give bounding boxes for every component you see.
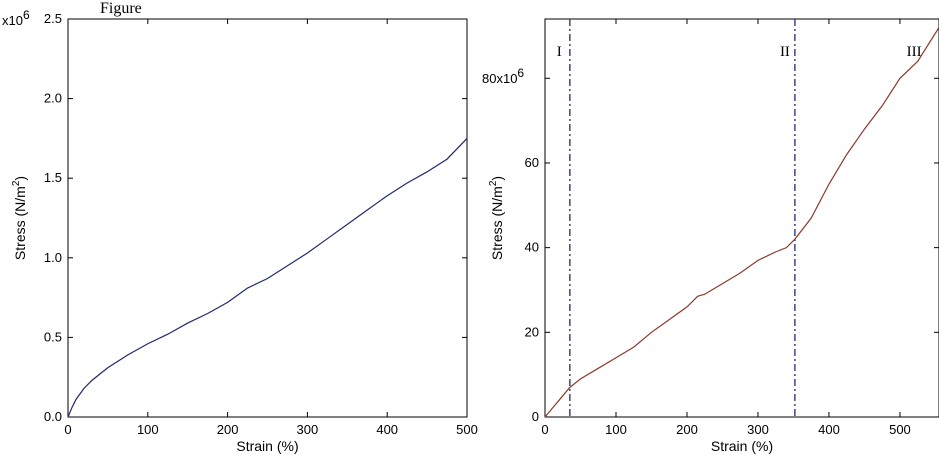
chart2-series — [544, 27, 939, 418]
chart1-tick-labels: 0 100 200 300 400 500 0.0 0.5 1.0 1.5 2.0 2.5 — [44, 11, 478, 437]
y-tick-label: 2.0 — [44, 91, 62, 106]
region-label: III — [907, 44, 922, 60]
y-tick-label: 2.5 — [44, 11, 62, 26]
y-tick-label: 40 — [525, 240, 539, 255]
stress-strain-chart-1: 0 100 200 300 400 500 0.0 0.5 1.0 1.5 2.0 2.5 Strai… — [2, 8, 478, 454]
x-tick-label: 400 — [818, 422, 840, 437]
x-tick-label: 0 — [64, 422, 71, 437]
x-tick-label: 500 — [889, 422, 911, 437]
y-tick-label: 0.5 — [44, 329, 62, 344]
chart2-y-multiplier: 80x106 — [482, 66, 524, 86]
y-tick-label: 0 — [532, 409, 539, 424]
svg-text:Stress (N/m2): Stress (N/m2) — [488, 176, 505, 260]
y-tick-label: 0.0 — [44, 409, 62, 424]
chart1-y-multiplier: x106 — [2, 8, 30, 28]
chart1-frame — [67, 18, 468, 418]
x-tick-label: 300 — [297, 422, 319, 437]
chart1-ticks — [67, 18, 468, 418]
x-tick-label: 400 — [376, 422, 398, 437]
chart2-region-dividers — [569, 19, 796, 417]
svg-text:Stress (N/m2): Stress (N/m2) — [11, 176, 28, 260]
region-label: I — [557, 44, 562, 60]
x-tick-label: 200 — [217, 422, 239, 437]
chart2-tick-labels: 0 100 200 300 400 500 0 20 40 60 — [525, 155, 911, 437]
chart1-series — [67, 137, 468, 418]
chart2-frame — [544, 18, 939, 418]
x-tick-label: 0 — [541, 422, 548, 437]
y-tick-label: 60 — [525, 155, 539, 170]
series-line — [544, 27, 939, 418]
x-tick-label: 100 — [605, 422, 627, 437]
chart2-x-axis-label: Strain (%) — [711, 438, 773, 454]
figure-caption-label: Figure — [100, 0, 142, 17]
x-tick-label: 200 — [676, 422, 698, 437]
y-tick-label: 1.0 — [44, 250, 62, 265]
chart2-y-axis-label: Stress (N/m2) — [488, 176, 505, 260]
y-tick-label: 20 — [525, 324, 539, 339]
chart1-x-axis-label: Strain (%) — [236, 438, 298, 454]
x-tick-label: 500 — [456, 422, 478, 437]
chart2-region-labels: I II III — [557, 44, 922, 60]
chart2-ticks — [544, 19, 939, 418]
y-tick-label: 1.5 — [44, 170, 62, 185]
region-label: II — [780, 44, 790, 60]
chart1-y-axis-label: Stress (N/m2) — [11, 176, 28, 260]
x-tick-label: 300 — [747, 422, 769, 437]
series-line — [67, 137, 468, 418]
x-tick-label: 100 — [137, 422, 159, 437]
